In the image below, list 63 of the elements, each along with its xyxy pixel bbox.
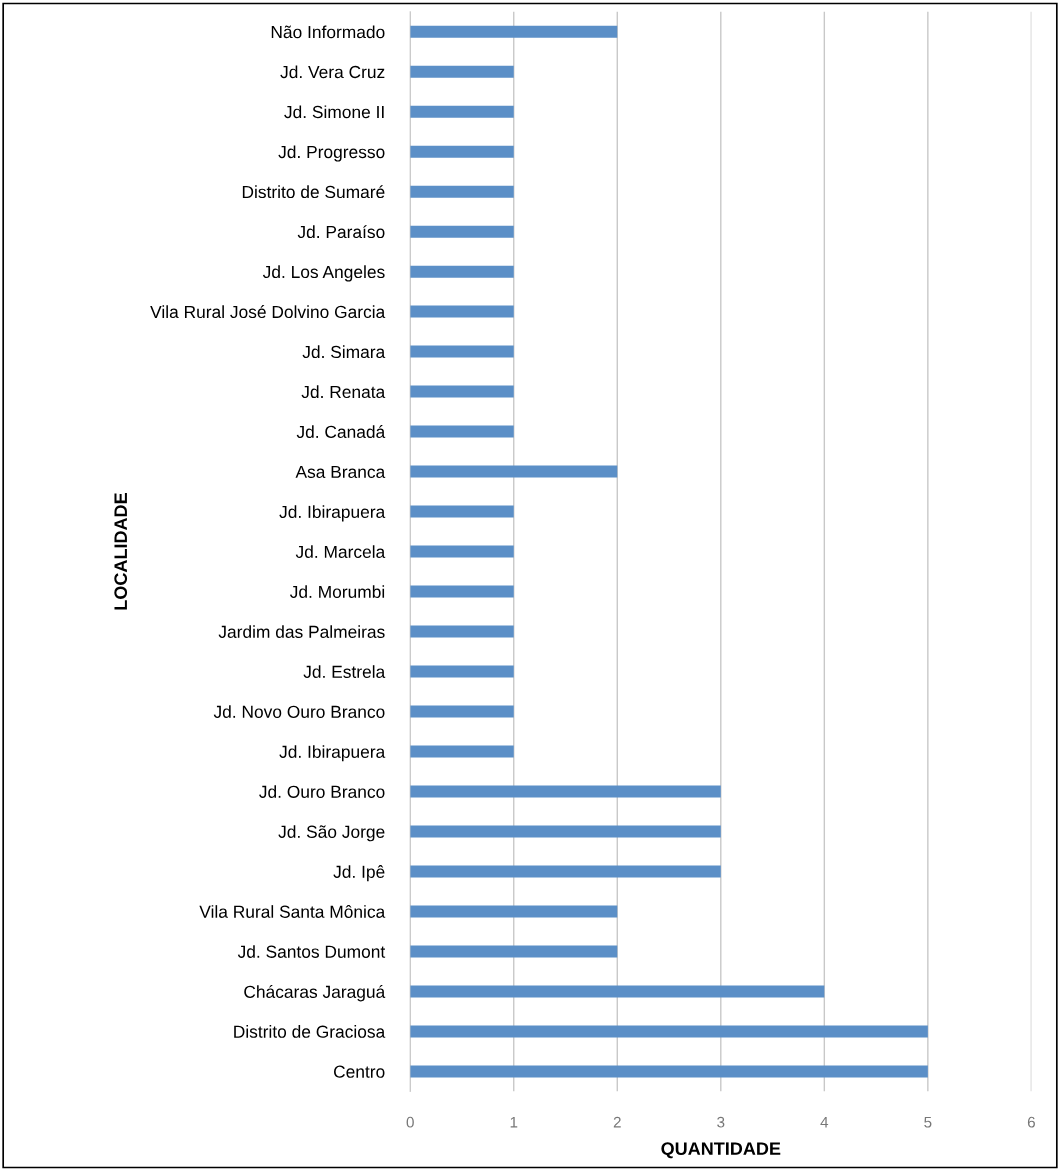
bar [410, 585, 514, 598]
y-tick-label: Não Informado [271, 25, 385, 39]
bar [410, 985, 825, 998]
bar [410, 945, 618, 958]
y-tick-label: Jd. Paraíso [297, 225, 385, 239]
bar [410, 625, 514, 638]
y-tick-label: Jd. São Jorge [278, 825, 385, 842]
y-tick-label: Vila Rural José Dolvino Garcia [150, 305, 386, 319]
x-tick-label: 3 [717, 1116, 725, 1128]
bar [410, 105, 514, 118]
y-tick-label: Jd. Ipê [333, 865, 385, 882]
bar [410, 25, 618, 38]
y-tick-label: Jd. Ibirapuera [279, 745, 386, 762]
y-tick-label: Centro [334, 1065, 385, 1078]
y-tick-label: Jd. Novo Ouro Branco [213, 705, 385, 718]
x-tick-label: 0 [406, 1116, 414, 1128]
bar [410, 825, 721, 838]
x-tick-label: 4 [820, 1116, 829, 1128]
x-tick-label: 6 [1027, 1116, 1035, 1128]
bar [410, 465, 618, 478]
y-tick-label: Jd. Marcela [295, 545, 386, 558]
y-tick-label: Vila Rural Santa Mônica [199, 905, 386, 918]
bar [410, 905, 618, 918]
y-tick-label: Distrito de Graciosa [234, 1025, 386, 1038]
y-tick-label: Jardim das Palmeiras [218, 625, 385, 638]
y-tick-label: Jd. Vera Cruz [280, 65, 385, 79]
y-tick-label: Jd. Estrela [303, 665, 386, 678]
bar [410, 1065, 928, 1078]
bar [410, 265, 514, 278]
bar [410, 425, 514, 438]
bar [410, 185, 514, 198]
y-tick-label: Jd. Morumbi [289, 585, 385, 598]
bar [410, 705, 514, 718]
bar [410, 665, 514, 678]
y-tick-label: Jd. Canadá [296, 425, 386, 439]
y-tick-label: Distrito de Sumaré [242, 185, 385, 199]
y-tick-label: Asa Branca [295, 465, 386, 479]
bar [410, 1025, 928, 1038]
y-tick-label: Jd. Los Angeles [262, 265, 385, 282]
x-axis-title: QUANTIDADE [661, 1142, 781, 1159]
y-tick-label: Jd. Progresso [278, 145, 385, 162]
bar [410, 745, 514, 758]
bar [410, 385, 514, 398]
y-tick-label: Jd. Simara [302, 345, 386, 359]
bar [410, 225, 514, 238]
y-tick-label: Jd. Ouro Branco [259, 785, 385, 798]
bar [410, 545, 514, 558]
bar [410, 345, 514, 358]
y-tick-label: Jd. Simone II [284, 105, 384, 119]
bar [410, 65, 514, 78]
bar [410, 505, 514, 518]
y-tick-label: Jd. Ibirapuera [279, 505, 386, 522]
x-tick-label: 1 [510, 1116, 518, 1128]
bar [410, 305, 514, 318]
bar [410, 865, 721, 878]
x-tick-label: 2 [613, 1116, 621, 1128]
y-tick-label: Chácaras Jaraguá [244, 985, 386, 1002]
bar [410, 145, 514, 158]
bar [410, 785, 721, 798]
x-tick-label: 5 [924, 1116, 932, 1128]
y-axis-title: LOCALIDADE [114, 493, 128, 610]
y-tick-label: Jd. Renata [301, 385, 386, 399]
y-tick-label: Jd. Santos Dumont [237, 945, 386, 958]
